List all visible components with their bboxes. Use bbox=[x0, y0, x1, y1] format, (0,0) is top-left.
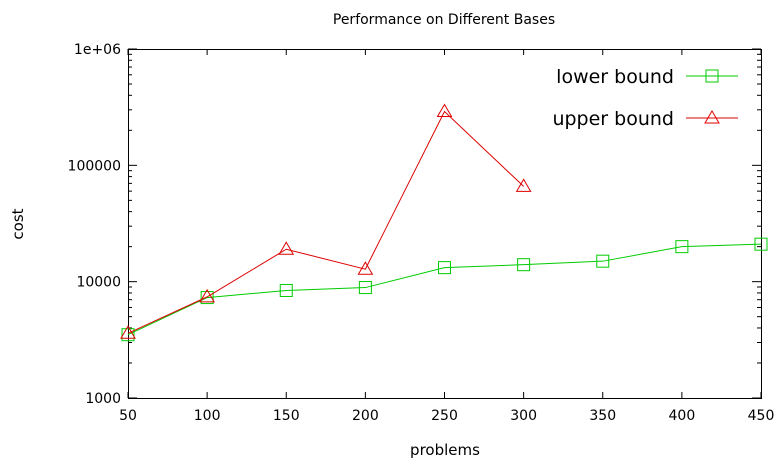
y-axis-label: cost bbox=[9, 208, 27, 239]
data-point-upper-bound bbox=[278, 241, 295, 255]
x-axis-label: problems bbox=[410, 441, 480, 459]
legend-marker bbox=[705, 69, 719, 83]
series-line-lower-bound bbox=[127, 243, 762, 336]
y-tick-label: 1e+06 bbox=[74, 42, 121, 58]
x-tick-label: 450 bbox=[748, 408, 775, 424]
series-layer bbox=[120, 103, 768, 342]
data-point-upper-bound bbox=[120, 325, 136, 339]
x-tick-label: 250 bbox=[431, 408, 458, 424]
series-lower-bound bbox=[121, 237, 768, 342]
data-point-lower-bound bbox=[358, 281, 372, 295]
plot-frame bbox=[128, 49, 762, 399]
x-tick-label: 200 bbox=[352, 408, 379, 424]
x-tick-label: 50 bbox=[119, 408, 137, 424]
data-point-lower-bound bbox=[596, 254, 610, 268]
series-line-upper-bound bbox=[127, 110, 524, 334]
data-point-lower-bound bbox=[200, 291, 214, 305]
x-tick-label: 150 bbox=[273, 408, 300, 424]
data-point-lower-bound bbox=[438, 261, 451, 275]
data-point-upper-bound bbox=[357, 261, 374, 275]
y-tick-label: 100000 bbox=[68, 158, 121, 174]
x-tick-label: 400 bbox=[669, 408, 696, 424]
legend-marker bbox=[704, 110, 720, 124]
axis-ticks: 50 100 150 200 250 300 350 400 450 1000 10000 10000… bbox=[68, 42, 775, 424]
data-point-lower-bound bbox=[121, 328, 135, 342]
x-tick-label: 350 bbox=[589, 408, 616, 424]
series-upper-bound bbox=[120, 103, 532, 339]
data-point-lower-bound bbox=[754, 237, 768, 251]
x-tick-label: 100 bbox=[194, 408, 221, 424]
x-tick-label: 300 bbox=[510, 408, 537, 424]
data-point-upper-bound bbox=[436, 103, 453, 118]
legend-item-upper-bound: upper bound bbox=[552, 108, 738, 130]
legend-label: lower bound bbox=[556, 66, 674, 88]
legend-item-lower-bound: lower bound bbox=[556, 66, 738, 88]
chart-title: Performance on Different Bases bbox=[333, 12, 555, 28]
data-point-upper-bound bbox=[515, 178, 532, 192]
y-tick-label: 10000 bbox=[76, 275, 121, 291]
data-point-lower-bound bbox=[675, 240, 689, 254]
legend: lower bound upper bound bbox=[552, 66, 738, 130]
data-point-lower-bound bbox=[517, 258, 531, 272]
data-point-upper-bound bbox=[199, 288, 215, 303]
y-tick-label: 1000 bbox=[85, 391, 121, 407]
legend-label: upper bound bbox=[552, 108, 674, 130]
data-point-lower-bound bbox=[279, 283, 293, 297]
